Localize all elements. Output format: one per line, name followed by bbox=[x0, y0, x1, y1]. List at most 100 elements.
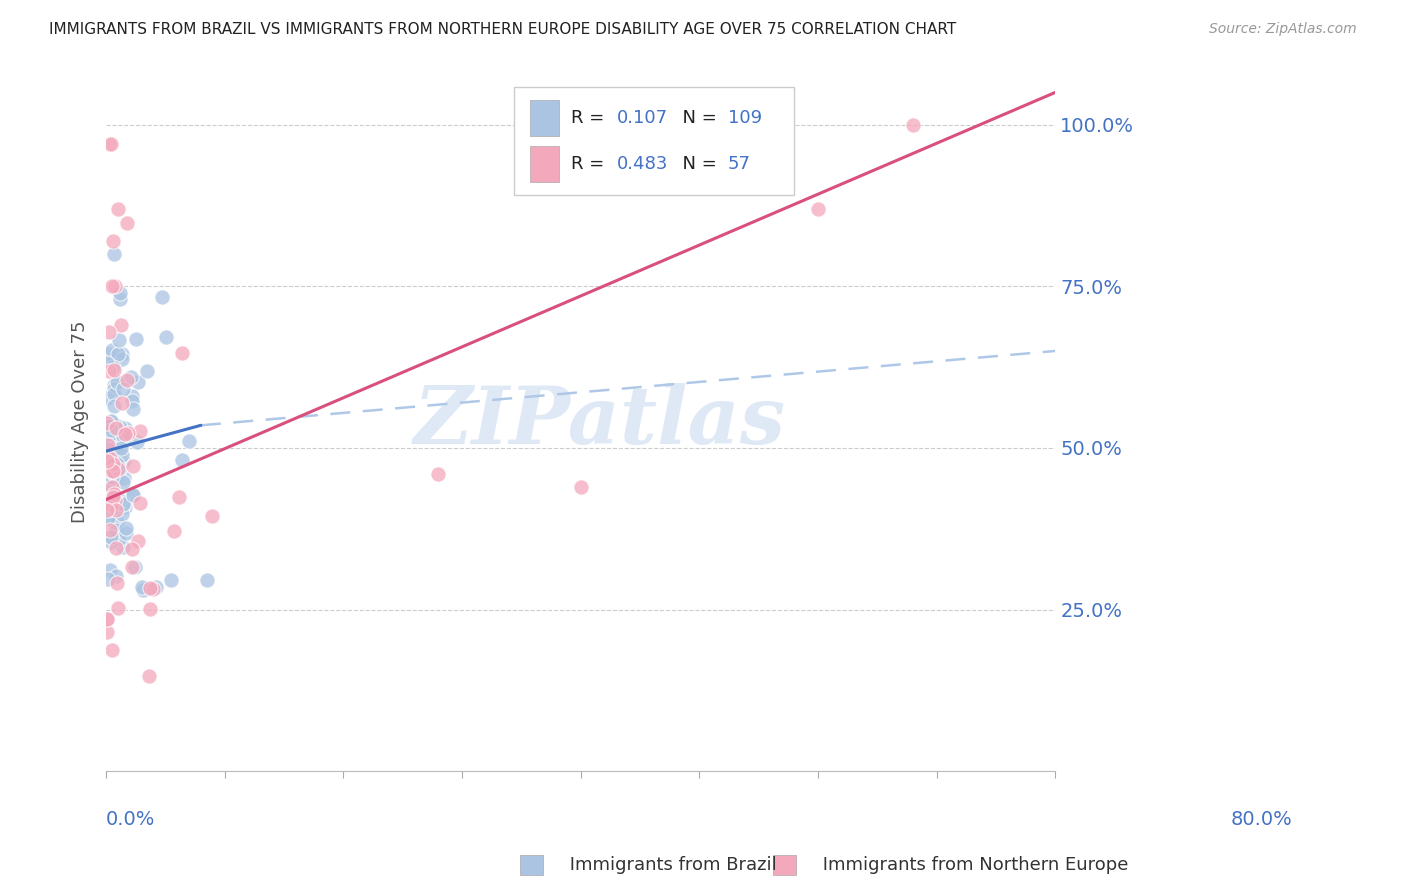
Point bbox=[105, 445, 128, 459]
Point bbox=[107, 202, 129, 216]
Point bbox=[97, 488, 120, 502]
Point bbox=[105, 515, 128, 529]
Point bbox=[114, 421, 136, 435]
Point bbox=[100, 534, 122, 549]
Point bbox=[96, 612, 118, 626]
Point bbox=[103, 464, 125, 478]
Point bbox=[110, 441, 132, 455]
FancyBboxPatch shape bbox=[515, 87, 794, 195]
Point bbox=[101, 360, 124, 375]
Point bbox=[100, 643, 122, 657]
Point bbox=[114, 426, 136, 441]
Y-axis label: Disability Age Over 75: Disability Age Over 75 bbox=[72, 321, 89, 524]
Point bbox=[108, 285, 131, 300]
Point bbox=[129, 496, 152, 510]
Point bbox=[96, 503, 118, 517]
Point bbox=[100, 423, 122, 437]
Point bbox=[100, 421, 122, 435]
Point bbox=[108, 532, 131, 546]
Point bbox=[100, 436, 122, 450]
Point bbox=[104, 417, 127, 432]
Point bbox=[103, 382, 125, 396]
Text: 0.483: 0.483 bbox=[617, 155, 668, 173]
Point bbox=[105, 576, 128, 591]
Point bbox=[112, 471, 135, 485]
Point bbox=[121, 394, 143, 409]
Point bbox=[96, 438, 118, 452]
Point bbox=[117, 373, 139, 387]
Point bbox=[96, 612, 118, 626]
Point bbox=[107, 462, 129, 476]
Point bbox=[107, 460, 129, 475]
Point bbox=[98, 325, 121, 339]
Point bbox=[104, 450, 127, 465]
Point bbox=[97, 479, 120, 493]
FancyBboxPatch shape bbox=[773, 855, 796, 875]
Point bbox=[96, 356, 118, 370]
FancyBboxPatch shape bbox=[520, 855, 543, 875]
Point bbox=[103, 247, 125, 261]
Point bbox=[101, 356, 124, 370]
Point bbox=[103, 462, 125, 476]
Point bbox=[107, 434, 129, 448]
Point bbox=[163, 524, 186, 538]
Point bbox=[111, 429, 134, 443]
Point bbox=[127, 533, 149, 548]
Point bbox=[96, 456, 118, 470]
Point bbox=[115, 521, 138, 535]
Point bbox=[107, 333, 129, 347]
Point bbox=[101, 465, 124, 479]
Point bbox=[129, 424, 152, 438]
Point bbox=[111, 396, 134, 410]
Point bbox=[96, 442, 118, 456]
Point bbox=[101, 490, 124, 504]
Point bbox=[110, 318, 132, 332]
Point bbox=[104, 450, 127, 465]
Point bbox=[100, 501, 122, 516]
Point bbox=[111, 347, 134, 361]
Point bbox=[101, 464, 124, 478]
Point bbox=[108, 434, 131, 449]
Point bbox=[122, 402, 145, 417]
Point bbox=[107, 347, 129, 361]
Point bbox=[177, 434, 200, 449]
Text: 57: 57 bbox=[728, 155, 751, 173]
Point bbox=[101, 279, 124, 293]
Point bbox=[100, 414, 122, 428]
Point bbox=[100, 498, 122, 512]
Point bbox=[103, 377, 125, 392]
Point bbox=[124, 560, 146, 574]
Point bbox=[103, 399, 125, 413]
Point bbox=[195, 574, 218, 588]
Point bbox=[132, 583, 155, 598]
Point bbox=[100, 423, 122, 437]
Point bbox=[104, 492, 127, 507]
Point bbox=[167, 490, 190, 504]
Point bbox=[125, 435, 148, 450]
Point bbox=[101, 441, 124, 455]
Point bbox=[121, 541, 143, 556]
Text: R =: R = bbox=[571, 155, 610, 173]
Point bbox=[112, 455, 135, 469]
Point bbox=[136, 364, 159, 378]
Point bbox=[807, 202, 830, 216]
Point bbox=[105, 569, 128, 583]
Point bbox=[97, 347, 120, 361]
Point bbox=[103, 488, 125, 502]
Point bbox=[122, 488, 145, 502]
Point bbox=[110, 448, 132, 462]
Point bbox=[97, 431, 120, 445]
Point bbox=[98, 457, 121, 471]
Point bbox=[145, 580, 167, 594]
Point bbox=[111, 540, 134, 554]
Text: N =: N = bbox=[671, 155, 717, 173]
Point bbox=[108, 292, 131, 306]
Point bbox=[901, 118, 924, 132]
Point bbox=[103, 486, 125, 500]
Point bbox=[101, 416, 124, 430]
Point bbox=[114, 500, 136, 515]
Point bbox=[117, 425, 139, 440]
Point bbox=[108, 450, 131, 464]
Text: N =: N = bbox=[671, 109, 717, 127]
Point bbox=[172, 453, 194, 467]
